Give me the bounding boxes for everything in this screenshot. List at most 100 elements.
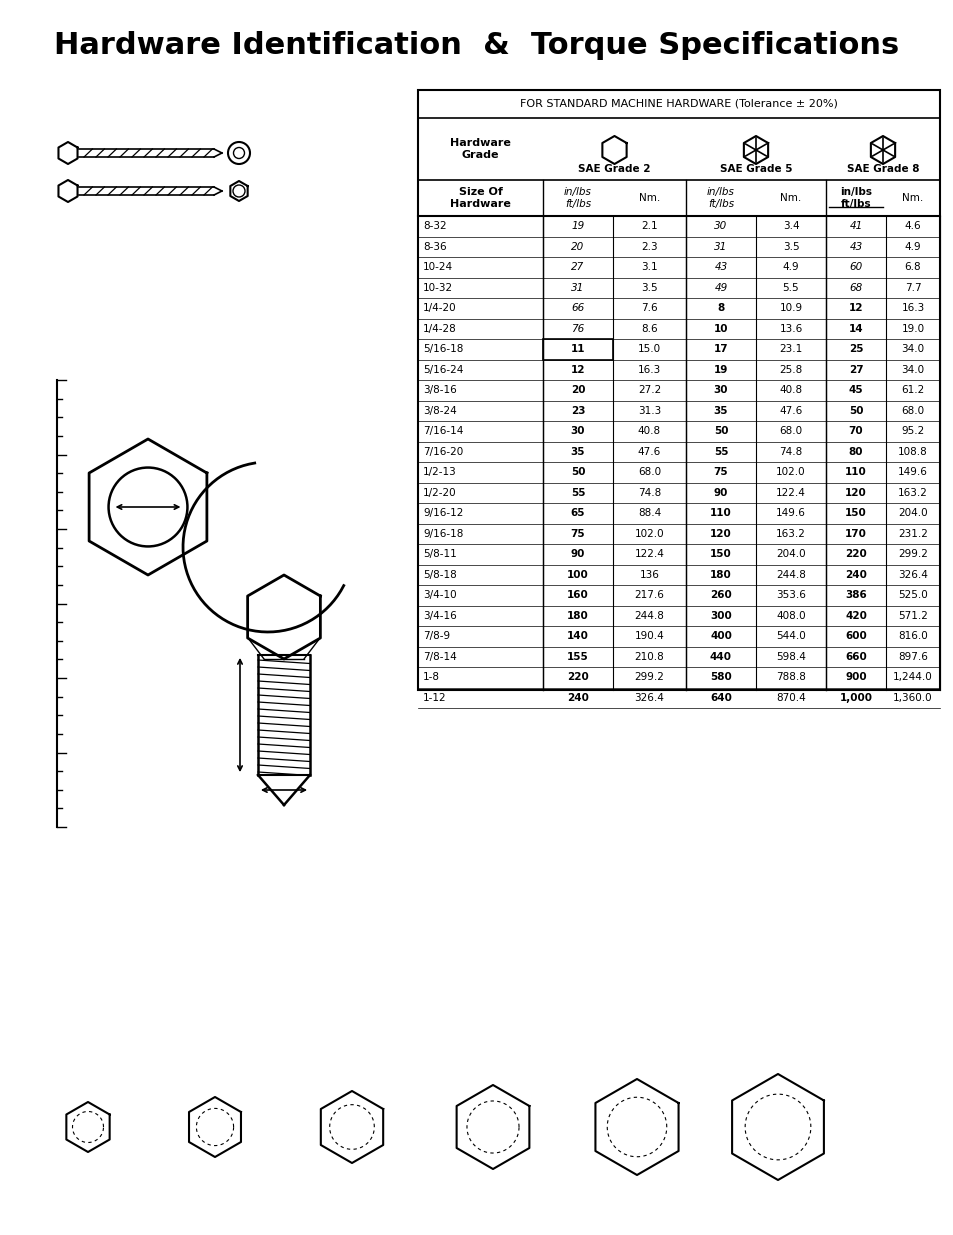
Text: 95.2: 95.2 [901, 426, 923, 436]
Text: 16.3: 16.3 [901, 304, 923, 314]
Text: 25: 25 [848, 345, 862, 354]
Text: Nm.: Nm. [780, 193, 801, 203]
Text: 163.2: 163.2 [775, 529, 805, 538]
Text: 326.4: 326.4 [634, 693, 663, 703]
Text: 30: 30 [713, 385, 727, 395]
Text: 816.0: 816.0 [897, 631, 927, 641]
Text: 110: 110 [844, 467, 866, 477]
Text: 14: 14 [848, 324, 862, 333]
Text: 150: 150 [844, 509, 866, 519]
Text: 326.4: 326.4 [897, 569, 927, 579]
Text: 19: 19 [571, 221, 584, 231]
Text: 19: 19 [713, 364, 727, 374]
Text: 16.3: 16.3 [638, 364, 660, 374]
Text: 897.6: 897.6 [897, 652, 927, 662]
Text: 5.5: 5.5 [781, 283, 799, 293]
Text: 68: 68 [848, 283, 862, 293]
Text: 386: 386 [844, 590, 866, 600]
Text: 190.4: 190.4 [634, 631, 663, 641]
Text: 60: 60 [848, 262, 862, 272]
Text: 55: 55 [713, 447, 727, 457]
Text: Size Of
Hardware: Size Of Hardware [450, 188, 511, 209]
Text: 5/16-18: 5/16-18 [422, 345, 463, 354]
Text: 7/16-20: 7/16-20 [422, 447, 463, 457]
Text: 8-32: 8-32 [422, 221, 446, 231]
Text: 408.0: 408.0 [776, 611, 805, 621]
Text: 19.0: 19.0 [901, 324, 923, 333]
Text: 353.6: 353.6 [775, 590, 805, 600]
Text: 35: 35 [713, 406, 727, 416]
Text: 170: 170 [844, 529, 866, 538]
Text: 5/16-24: 5/16-24 [422, 364, 463, 374]
Text: 136: 136 [639, 569, 659, 579]
Text: 220: 220 [566, 672, 588, 682]
Text: 74.8: 74.8 [638, 488, 660, 498]
Text: 3.1: 3.1 [640, 262, 658, 272]
Text: 65: 65 [570, 509, 584, 519]
Text: 50: 50 [848, 406, 862, 416]
Text: 43: 43 [848, 242, 862, 252]
Text: 217.6: 217.6 [634, 590, 663, 600]
Text: 180: 180 [709, 569, 731, 579]
Text: 7/8-14: 7/8-14 [422, 652, 456, 662]
Text: Nm.: Nm. [639, 193, 659, 203]
Text: 1,244.0: 1,244.0 [892, 672, 932, 682]
Text: 440: 440 [709, 652, 731, 662]
Text: 122.4: 122.4 [634, 550, 663, 559]
Text: 9/16-18: 9/16-18 [422, 529, 463, 538]
Text: 4.9: 4.9 [903, 242, 921, 252]
Text: 35: 35 [570, 447, 584, 457]
Text: 3/8-24: 3/8-24 [422, 406, 456, 416]
Text: 102.0: 102.0 [776, 467, 805, 477]
Text: 20: 20 [570, 385, 584, 395]
Bar [542, 338, 613, 359]
Text: 1-12: 1-12 [422, 693, 446, 703]
Text: 74.8: 74.8 [779, 447, 801, 457]
Text: 75: 75 [713, 467, 727, 477]
Text: 8: 8 [717, 304, 724, 314]
Text: 244.8: 244.8 [634, 611, 663, 621]
Text: 244.8: 244.8 [775, 569, 805, 579]
Text: Hardware Identification  &  Torque Specifications: Hardware Identification & Torque Specifi… [54, 31, 899, 59]
Text: 76: 76 [571, 324, 584, 333]
Text: 400: 400 [709, 631, 731, 641]
Text: 600: 600 [844, 631, 866, 641]
Text: 160: 160 [566, 590, 588, 600]
Text: 50: 50 [570, 467, 584, 477]
Text: 11: 11 [570, 345, 584, 354]
Text: 180: 180 [566, 611, 588, 621]
Text: 31: 31 [571, 283, 584, 293]
Text: 20: 20 [571, 242, 584, 252]
Text: 102.0: 102.0 [634, 529, 663, 538]
Text: 10.9: 10.9 [779, 304, 801, 314]
Text: 571.2: 571.2 [897, 611, 927, 621]
Text: 204.0: 204.0 [897, 509, 927, 519]
Text: 70: 70 [848, 426, 862, 436]
Bar [417, 90, 939, 690]
Text: 163.2: 163.2 [897, 488, 927, 498]
Text: 149.6: 149.6 [897, 467, 927, 477]
Text: 788.8: 788.8 [775, 672, 805, 682]
Text: 1/4-20: 1/4-20 [422, 304, 456, 314]
Text: 525.0: 525.0 [897, 590, 927, 600]
Text: 5/8-11: 5/8-11 [422, 550, 456, 559]
Text: 7/8-9: 7/8-9 [422, 631, 450, 641]
Text: 75: 75 [570, 529, 585, 538]
Text: 47.6: 47.6 [638, 447, 660, 457]
Text: 240: 240 [844, 569, 866, 579]
Text: 25.8: 25.8 [779, 364, 801, 374]
Text: 299.2: 299.2 [897, 550, 927, 559]
Text: 12: 12 [570, 364, 584, 374]
Text: 31.3: 31.3 [638, 406, 660, 416]
Text: 900: 900 [844, 672, 866, 682]
Text: 120: 120 [844, 488, 866, 498]
Text: 4.6: 4.6 [903, 221, 921, 231]
Text: in/lbs
ft/lbs: in/lbs ft/lbs [706, 188, 734, 209]
Text: 88.4: 88.4 [638, 509, 660, 519]
Text: 13.6: 13.6 [779, 324, 801, 333]
Text: 220: 220 [844, 550, 866, 559]
Text: Nm.: Nm. [902, 193, 923, 203]
Text: 155: 155 [566, 652, 588, 662]
Text: 122.4: 122.4 [775, 488, 805, 498]
Text: 41: 41 [848, 221, 862, 231]
